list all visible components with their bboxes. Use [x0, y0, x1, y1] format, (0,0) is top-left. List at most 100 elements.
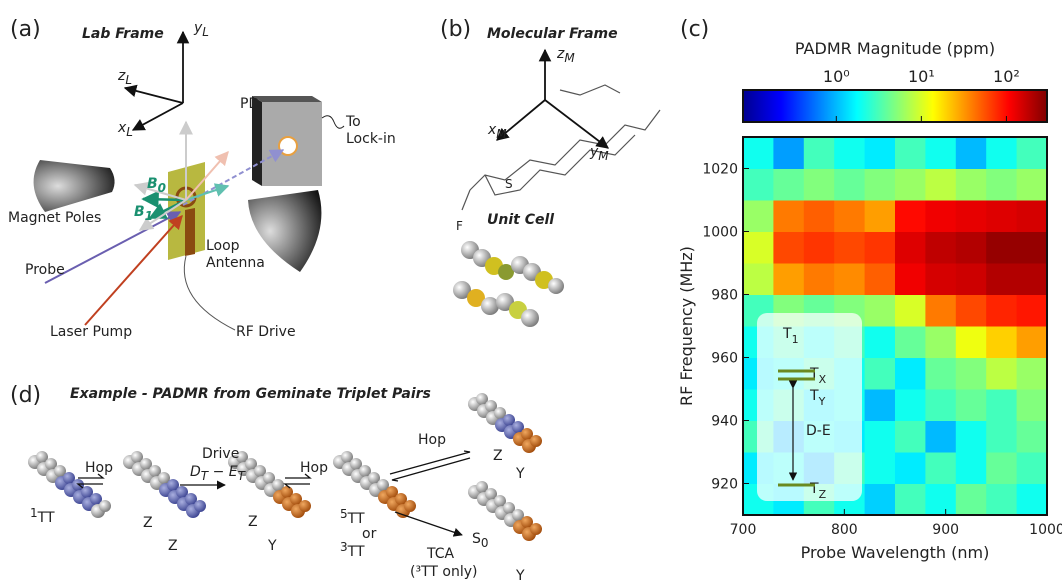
- heat-cell: [834, 232, 865, 264]
- step-label: Hop: [85, 460, 113, 476]
- heat-cell: [804, 137, 835, 169]
- heat-cell: [895, 421, 926, 453]
- spin-label: Y: [515, 466, 525, 482]
- heat-cell: [865, 232, 896, 264]
- step-label: TCA: [426, 546, 455, 562]
- x-tick-label: 700: [730, 522, 757, 538]
- level-subscript: 1: [792, 333, 799, 346]
- cable: [322, 116, 344, 129]
- heat-cell: [773, 137, 804, 169]
- heat-cell: [834, 169, 865, 201]
- heat-cell: [773, 232, 804, 264]
- heat-cell: [865, 389, 896, 421]
- level-subscript: Z: [819, 488, 827, 501]
- heat-cell: [956, 169, 987, 201]
- heat-cell: [865, 326, 896, 358]
- panel-label: (c): [680, 17, 709, 42]
- heat-cell: [834, 200, 865, 232]
- heat-cell: [956, 295, 987, 327]
- heat-cell: [865, 421, 896, 453]
- heat-cell: [925, 137, 956, 169]
- heat-cell: [925, 295, 956, 327]
- heat-cell: [773, 263, 804, 295]
- colorbar-tick-label: 10²: [993, 67, 1020, 86]
- heat-cell: [743, 263, 774, 295]
- x-tick-label: 800: [831, 522, 858, 538]
- heat-cell: [925, 232, 956, 264]
- heat-cell: [1017, 484, 1048, 516]
- heat-cell: [895, 389, 926, 421]
- heat-cell: [925, 200, 956, 232]
- atom-label: S: [505, 177, 513, 191]
- x-tick-label: 900: [932, 522, 959, 538]
- atom: [404, 500, 416, 512]
- heat-cell: [865, 200, 896, 232]
- y-tick-label: 940: [711, 414, 738, 430]
- panel-b: (b) Molecular Frame zM xM yM F S Unit Ce…: [440, 17, 660, 327]
- axis-label: xM: [487, 122, 507, 141]
- heat-cell: [865, 169, 896, 201]
- spin-label: Z: [143, 515, 153, 531]
- state-label: 3TT: [340, 540, 365, 560]
- heat-cell: [895, 169, 926, 201]
- pd-label: PD: [240, 96, 259, 112]
- atom: [99, 500, 111, 512]
- state-label: or: [362, 526, 377, 542]
- heat-cell: [986, 295, 1017, 327]
- panel-title: Example - PADMR from Geminate Triplet Pa…: [70, 386, 431, 402]
- heat-cell: [895, 200, 926, 232]
- heat-cell: [1017, 421, 1048, 453]
- atom: [530, 523, 542, 535]
- heat-cell: [804, 263, 835, 295]
- heat-cell: [1017, 295, 1048, 327]
- atom-label: F: [456, 219, 463, 233]
- heat-cell: [925, 389, 956, 421]
- molecular-axes: [497, 50, 608, 148]
- axis-label: zM: [556, 46, 575, 65]
- state-label: S0: [472, 531, 489, 550]
- magnet-label: Magnet Poles: [8, 210, 101, 226]
- heat-cell: [743, 232, 774, 264]
- figure: (a) Lab Frame yL zL xL PD To Lock-in B0 …: [0, 0, 1062, 582]
- frame-title: Lab Frame: [82, 26, 164, 42]
- heat-cell: [925, 358, 956, 390]
- heat-cell: [1017, 169, 1048, 201]
- y-tick-label: 980: [711, 288, 738, 304]
- heat-cell: [925, 421, 956, 453]
- step-label: Hop: [418, 432, 446, 448]
- heat-cell: [956, 358, 987, 390]
- panel-label: (d): [10, 383, 41, 408]
- level-symbol: T: [809, 481, 819, 497]
- lab-axes: [125, 32, 183, 130]
- axis-label: zL: [117, 68, 132, 87]
- heat-cell: [956, 452, 987, 484]
- panel-c: (c) PADMR Magnitude (ppm) 10⁰10¹10²70080…: [677, 17, 1062, 562]
- level-subscript: X: [819, 373, 827, 386]
- heat-cell: [956, 484, 987, 516]
- heat-cell: [1017, 137, 1048, 169]
- x-axis-title: Probe Wavelength (nm): [801, 543, 990, 562]
- colorbar-tick-label: 10¹: [908, 67, 935, 86]
- heat-cell: [1017, 232, 1048, 264]
- y-tick-label: 920: [711, 477, 738, 493]
- heat-cell: [743, 200, 774, 232]
- y-tick-label: 1020: [702, 162, 738, 178]
- heat-cell: [895, 452, 926, 484]
- heat-cell: [1017, 263, 1048, 295]
- heat-cell: [804, 169, 835, 201]
- heat-cell: [925, 452, 956, 484]
- unit-cell: [453, 241, 564, 327]
- heat-cell: [1017, 326, 1048, 358]
- heat-cell: [865, 452, 896, 484]
- state-label: 1TT: [30, 506, 55, 526]
- heat-cell: [773, 200, 804, 232]
- colorbar-title: PADMR Magnitude (ppm): [795, 39, 995, 58]
- axis-label: yL: [193, 20, 209, 39]
- heat-cell: [925, 263, 956, 295]
- heat-cell: [743, 169, 774, 201]
- pd-top: [252, 96, 322, 102]
- heat-cell: [956, 389, 987, 421]
- heat-cell: [986, 200, 1017, 232]
- heat-cell: [895, 232, 926, 264]
- heat-cell: [834, 137, 865, 169]
